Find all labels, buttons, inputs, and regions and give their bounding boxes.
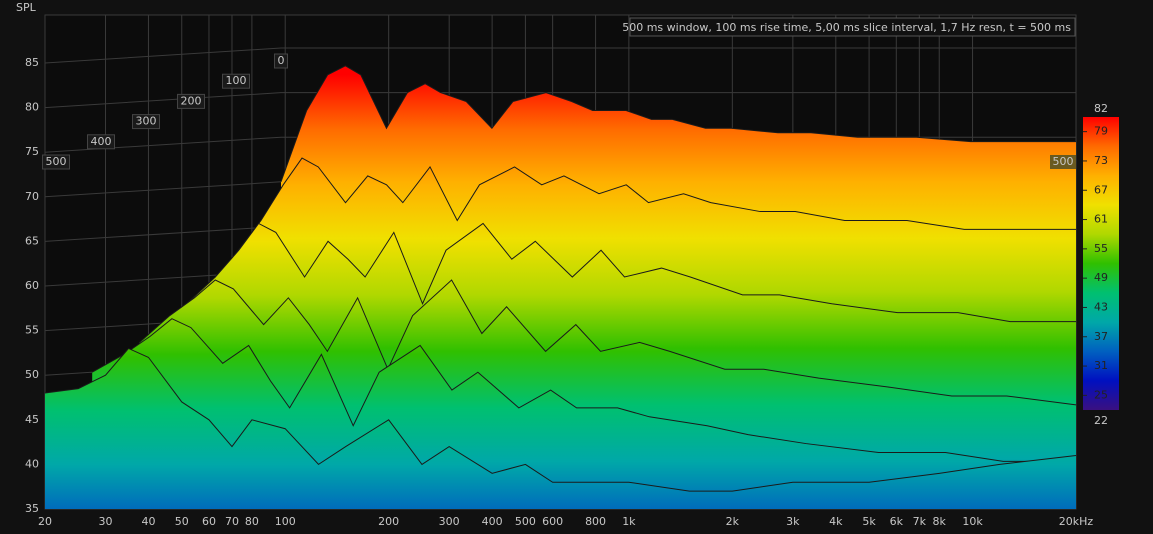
slice-line [280,65,1076,182]
x-tick-label: 800 [585,515,606,528]
x-tick-label: 20kHz [1059,515,1094,528]
colorbar-tick-label: 55 [1094,242,1108,255]
annotation: 500 ms window, 100 ms rise time, 5,00 ms… [622,21,1071,34]
x-tick-label: 1k [622,515,636,528]
x-tick-label: 100 [275,515,296,528]
slice-line [186,222,1076,323]
x-tick-label: 20 [38,515,52,528]
y-tick-label: 80 [25,101,39,114]
y-grid-line [44,92,1076,109]
colorbar-tick-label: 31 [1094,359,1108,372]
time-tick-label: 200 [181,94,202,107]
time-tick-label: 500 [1053,155,1074,168]
x-tick-label: 7k [913,515,927,528]
time-tick-label: 100 [226,74,247,87]
y-tick-label: 50 [25,368,39,381]
annotation-box [629,17,1076,37]
x-tick-label: 40 [141,515,155,528]
slice-line [91,318,1076,462]
slice-line [44,347,1077,492]
time-tick-box [42,154,70,170]
y-tick-label: 70 [25,190,39,203]
time-tick-label: 500 [46,155,67,168]
x-tick-label: 6k [890,515,904,528]
colorbar-tick-label: 67 [1094,183,1108,196]
y-tick-label: 45 [25,413,39,426]
time-tick-box [1050,155,1076,169]
time-tick-label: 300 [136,115,157,128]
y-tick-label: 35 [25,502,39,515]
colorbar [1083,117,1119,410]
x-tick-label: 3k [786,515,800,528]
colorbar-tick-label: 37 [1094,330,1108,343]
time-tick-label: 400 [91,135,112,148]
x-tick-label: 50 [175,515,189,528]
x-tick-label: 80 [245,515,259,528]
colorbar-tick-label: 61 [1094,213,1108,226]
x-tick-label: 500 [515,515,536,528]
colorbar-tick-label: 79 [1094,125,1108,138]
time-tick-box [132,114,160,130]
y-tick-label: 60 [25,279,39,292]
x-tick-label: 10k [962,515,983,528]
y-grid-line [44,47,1076,64]
colorbar-tick-label: 25 [1094,388,1108,401]
y-tick-label: 75 [25,145,39,158]
colorbar-tick-label: 43 [1094,300,1108,313]
y-tick-label: 85 [25,56,39,69]
colorbar-min-label: 22 [1094,414,1108,427]
x-tick-label: 2k [726,515,740,528]
time-tick-box [87,134,115,150]
slice-line [139,279,1077,406]
y-tick-label: 40 [25,457,39,470]
x-tick-label: 600 [542,515,563,528]
slice-line [233,157,1076,257]
x-tick-label: 70 [225,515,239,528]
slice-fill [45,348,1076,509]
labels: 20 30 40 50 60 70 80 100 200 300 400 500 600 800 1k 2k 3… [25,53,1119,528]
x-tick-label: 60 [202,515,216,528]
x-tick-label: 300 [439,515,460,528]
time-tick-box [274,53,288,69]
x-tick-label: 30 [99,515,113,528]
x-tick-label: 400 [482,515,503,528]
slices [44,65,1077,509]
x-tick-label: 8k [933,515,947,528]
colorbar-max-label: 82 [1094,102,1108,115]
y-tick-label: 65 [25,234,39,247]
y-axis-label: SPL [16,1,37,14]
time-tick-box [177,93,205,109]
colorbar-tick-label: 73 [1094,154,1108,167]
time-tick-label: 0 [278,54,285,67]
x-tick-label: 5k [862,515,876,528]
x-tick-label: 4k [829,515,843,528]
x-tick-label: 200 [378,515,399,528]
y-tick-label: 55 [25,324,39,337]
time-tick-box [222,73,250,89]
colorbar-tick-label: 49 [1094,271,1108,284]
